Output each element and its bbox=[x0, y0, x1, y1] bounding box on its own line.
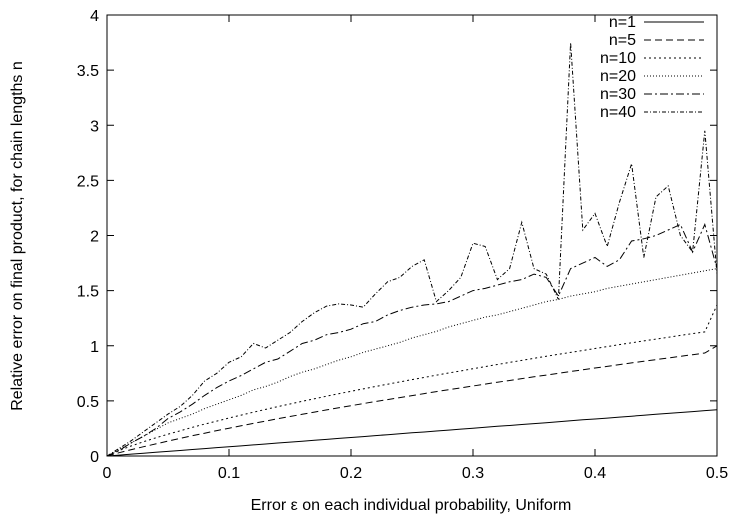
series-line-n-10 bbox=[106, 304, 718, 457]
series-line-n-40 bbox=[106, 42, 718, 457]
legend: n=1n=5n=10n=20n=30n=40 bbox=[600, 14, 704, 121]
legend-label: n=10 bbox=[600, 50, 636, 67]
legend-label: n=1 bbox=[609, 14, 636, 31]
series-line-n-1 bbox=[106, 409, 718, 457]
series-line-n-20 bbox=[106, 268, 718, 457]
y-tick-label: 1 bbox=[90, 339, 99, 356]
series-line-n-30 bbox=[106, 223, 718, 457]
series-group bbox=[106, 42, 718, 457]
x-ticks: 0 0.1 0.2 0.3 0.4 0.5 bbox=[103, 15, 728, 482]
legend-label: n=40 bbox=[600, 104, 636, 121]
y-tick-label: 2 bbox=[90, 229, 99, 246]
legend-label: n=20 bbox=[600, 68, 636, 85]
y-tick-label: 2.5 bbox=[77, 173, 99, 190]
y-axis-title: Relative error on final product, for cha… bbox=[9, 61, 26, 411]
x-tick-label: 0.2 bbox=[340, 465, 362, 482]
y-tick-label: 3.5 bbox=[77, 63, 99, 80]
legend-label: n=5 bbox=[609, 32, 636, 49]
x-tick-label: 0.5 bbox=[706, 465, 728, 482]
y-tick-label: 4 bbox=[90, 8, 99, 25]
x-tick-label: 0.4 bbox=[584, 465, 606, 482]
y-tick-label: 0.5 bbox=[77, 394, 99, 411]
x-tick-label: 0.3 bbox=[462, 465, 484, 482]
y-tick-label: 3 bbox=[90, 118, 99, 135]
x-tick-label: 0 bbox=[103, 465, 112, 482]
y-tick-label: 1.5 bbox=[77, 284, 99, 301]
x-tick-label: 0.1 bbox=[218, 465, 240, 482]
y-tick-label: 0 bbox=[90, 449, 99, 466]
legend-label: n=30 bbox=[600, 86, 636, 103]
series-line-n-5 bbox=[106, 345, 718, 457]
x-axis-title: Error ε on each individual probability, … bbox=[251, 497, 572, 514]
